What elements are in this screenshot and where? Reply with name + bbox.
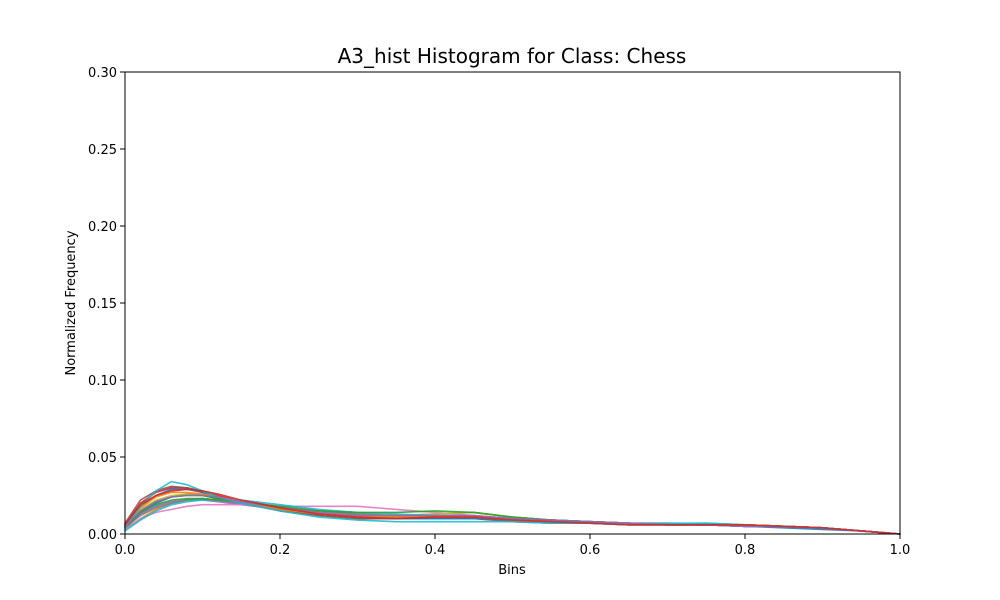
y-tick-label: 0.15 — [88, 297, 117, 312]
y-tick-label: 0.30 — [88, 66, 117, 81]
y-tick-label: 0.00 — [88, 528, 117, 543]
x-axis: 0.0 0.2 0.4 0.6 0.8 1.0 — [115, 534, 911, 558]
x-axis-label: Bins — [498, 563, 526, 578]
series-line-15 — [124, 494, 901, 535]
chart-title: A3_hist Histogram for Class: Chess — [338, 44, 687, 68]
series-layer — [124, 480, 901, 535]
x-tick-label: 1.0 — [890, 543, 911, 558]
y-tick-label: 0.10 — [88, 374, 117, 389]
x-tick-label: 0.2 — [270, 543, 291, 558]
x-tick-label: 0.6 — [580, 543, 601, 558]
x-tick-label: 0.4 — [425, 543, 446, 558]
y-tick-label: 0.20 — [88, 220, 117, 235]
y-axis: 0.00 0.05 0.10 0.15 0.20 0.25 0.30 — [88, 66, 125, 543]
y-tick-label: 0.25 — [88, 143, 117, 158]
y-axis-label: Normalized Frequency — [64, 230, 79, 375]
y-tick-label: 0.05 — [88, 451, 117, 466]
x-tick-label: 0.8 — [735, 543, 756, 558]
series-line-16 — [124, 488, 901, 535]
x-tick-label: 0.0 — [115, 543, 136, 558]
